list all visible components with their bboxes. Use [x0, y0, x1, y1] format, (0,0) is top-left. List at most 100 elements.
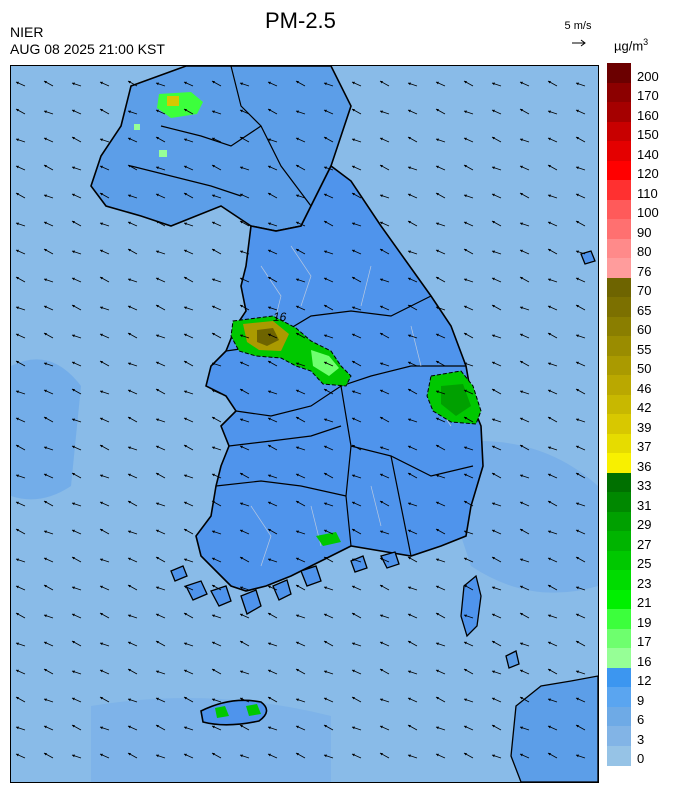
wind-arrow-icon — [211, 194, 222, 199]
wind-arrow-icon — [491, 670, 502, 675]
wind-arrow-icon — [183, 642, 194, 647]
wind-arrow-icon — [323, 250, 334, 255]
wind-arrow-icon — [99, 642, 110, 647]
wind-arrow-icon — [491, 586, 502, 591]
wind-arrow-icon — [239, 586, 250, 591]
wind-arrow-icon — [491, 166, 502, 171]
wind-arrow-icon — [295, 473, 306, 479]
wind-arrow-icon — [295, 668, 306, 675]
wind-arrow-icon — [575, 586, 586, 591]
legend-band — [607, 492, 631, 512]
wind-arrow-icon — [295, 278, 306, 283]
wind-arrow-icon — [239, 529, 250, 535]
legend-band — [607, 238, 631, 259]
wind-arrow-icon — [267, 222, 278, 227]
wind-arrow-icon — [435, 333, 446, 339]
wind-arrow-icon — [211, 110, 222, 115]
wind-arrow-icon — [99, 192, 110, 199]
wind-arrow-icon — [211, 248, 222, 255]
wind-arrow-icon — [407, 277, 418, 283]
wind-arrow-icon — [239, 445, 250, 451]
wind-arrow-icon — [155, 334, 166, 339]
wind-arrow-icon — [547, 194, 558, 199]
legend-label: 46 — [637, 380, 652, 396]
wind-arrow-icon — [155, 418, 166, 423]
wind-arrow-icon — [323, 613, 334, 619]
wind-arrow-icon — [379, 530, 390, 535]
wind-arrow-icon — [491, 304, 502, 311]
legend-band — [607, 589, 631, 610]
wind-arrow-icon — [323, 304, 334, 311]
wind-arrow-icon — [491, 640, 502, 647]
wind-arrow-icon — [323, 586, 334, 591]
wind-arrow-icon — [239, 220, 250, 227]
wind-arrow-icon — [407, 334, 418, 339]
wind-arrow-icon — [463, 194, 474, 199]
wind-arrow-icon — [351, 333, 362, 339]
wind-arrow-icon — [267, 333, 278, 339]
wind-arrow-icon — [407, 556, 418, 563]
wind-arrow-icon — [183, 558, 194, 563]
wind-arrow-icon — [435, 81, 446, 87]
wind-arrow-icon — [519, 528, 530, 535]
legend-band — [607, 102, 631, 122]
wind-arrow-icon — [323, 502, 334, 507]
wind-arrow-icon — [43, 278, 54, 283]
legend-band — [607, 297, 631, 317]
wind-arrow-icon — [15, 306, 26, 311]
pm25-concentration-map[interactable]: 16 — [10, 65, 599, 783]
wind-arrow-icon — [575, 445, 586, 451]
wind-arrow-icon — [547, 305, 558, 311]
wind-arrow-icon — [295, 194, 306, 199]
wind-arrow-icon — [239, 136, 250, 143]
wind-arrow-icon — [211, 446, 222, 451]
wind-arrow-icon — [295, 221, 306, 227]
wind-arrow-icon — [43, 557, 54, 563]
wind-arrow-icon — [99, 444, 110, 451]
wind-arrow-icon — [547, 641, 558, 647]
wind-arrow-icon — [183, 276, 194, 283]
legend-label: 16 — [637, 653, 652, 669]
wind-arrow-icon — [547, 110, 558, 115]
wind-arrow-icon — [43, 446, 54, 451]
legend-label: 9 — [637, 692, 645, 708]
wind-arrow-icon — [43, 698, 54, 703]
wind-arrow-icon — [183, 726, 194, 731]
wind-arrow-icon — [15, 417, 26, 423]
wind-arrow-icon — [295, 248, 306, 255]
wind-arrow-icon — [15, 333, 26, 339]
wind-arrow-icon — [267, 390, 278, 395]
wind-arrow-icon — [351, 222, 362, 227]
wind-arrow-icon — [435, 612, 446, 619]
wind-arrow-icon — [407, 304, 418, 311]
legend-label: 140 — [637, 146, 659, 162]
legend-band — [607, 63, 631, 83]
wind-arrow-icon — [323, 418, 334, 423]
wind-arrow-icon — [351, 360, 362, 367]
wind-arrow-icon — [99, 81, 110, 87]
wind-arrow-icon — [267, 612, 278, 619]
wind-arrow-icon — [99, 696, 110, 703]
wind-arrow-icon — [211, 752, 222, 759]
wind-arrow-icon — [267, 417, 278, 423]
wind-arrow-icon — [519, 585, 530, 591]
wind-arrow-icon — [239, 250, 250, 255]
wind-arrow-icon — [379, 389, 390, 395]
wind-arrow-icon — [15, 165, 26, 171]
wind-arrow-icon — [15, 222, 26, 227]
wind-arrow-icon — [351, 612, 362, 619]
wind-arrow-icon — [211, 614, 222, 619]
legend-band — [607, 160, 631, 181]
wind-arrow-icon — [15, 501, 26, 507]
wind-arrow-icon — [407, 361, 418, 367]
wind-arrow-icon — [127, 641, 138, 647]
wind-arrow-icon — [183, 249, 194, 255]
wind-arrow-icon — [519, 306, 530, 311]
wind-arrow-icon — [547, 668, 558, 675]
wind-arrow-icon — [99, 669, 110, 675]
wind-arrow-icon — [71, 697, 82, 703]
wind-arrow-icon — [519, 165, 530, 171]
wind-arrow-icon — [99, 108, 110, 115]
wind-arrow-icon — [379, 698, 390, 703]
wind-arrow-icon — [575, 640, 586, 647]
